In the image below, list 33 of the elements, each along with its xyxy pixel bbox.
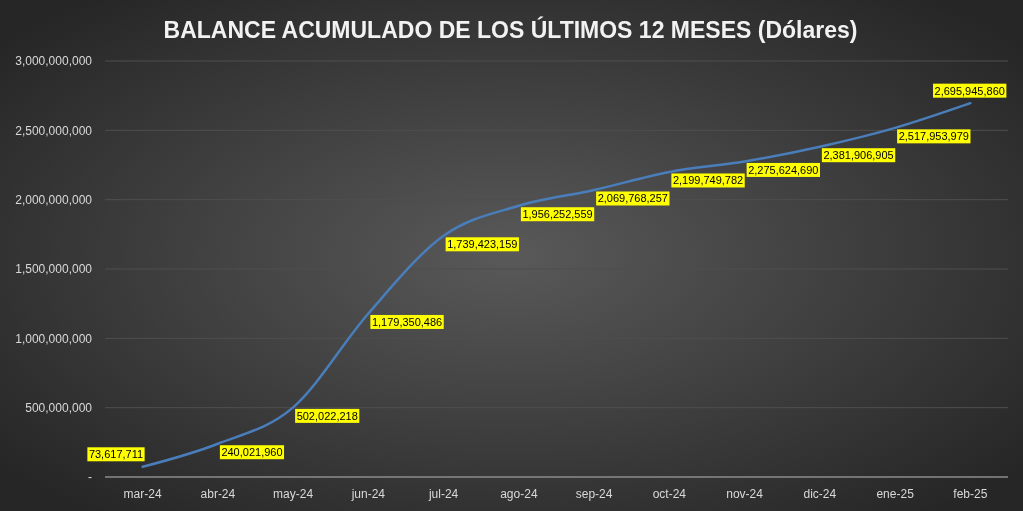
x-tick-label: abr-24 [200, 487, 236, 501]
y-tick-label: 2,500,000,000 [15, 123, 93, 138]
data-label: 1,179,350,486 [371, 315, 443, 328]
x-tick-label: oct-24 [652, 487, 687, 501]
x-tick-label: jun-24 [350, 487, 386, 501]
data-label: 2,695,945,860 [934, 84, 1005, 97]
data-label: 2,517,953,979 [898, 130, 969, 143]
y-tick-label: 1,500,000,000 [15, 262, 93, 277]
y-tick-label: - [88, 470, 92, 485]
y-tick-label: 3,000,000,000 [15, 54, 93, 69]
x-tick-label: sep-24 [575, 487, 613, 501]
data-label: 2,069,768,257 [597, 192, 668, 205]
data-label: 2,381,906,905 [823, 149, 894, 162]
x-tick-label: nov-24 [726, 487, 764, 501]
data-label: 73,617,711 [88, 448, 144, 461]
x-tick-label: ene-25 [876, 487, 915, 501]
data-label: 502,022,218 [296, 409, 358, 422]
x-tick-label: feb-25 [953, 487, 988, 501]
y-tick-label: 2,000,000,000 [15, 192, 93, 207]
data-label: 240,021,960 [221, 446, 283, 459]
chart-title: BALANCE ACUMULADO DE LOS ÚLTIMOS 12 MESES (Dólares) [163, 16, 858, 43]
data-label: 2,199,749,782 [672, 174, 744, 187]
x-tick-label: jul-24 [427, 487, 459, 501]
data-label: 2,275,624,690 [748, 163, 819, 176]
x-tick-label: dic-24 [803, 487, 837, 501]
x-tick-label: may-24 [273, 487, 314, 501]
line-series [141, 101, 972, 469]
data-label: 1,956,252,559 [522, 208, 593, 221]
y-tick-label: 500,000,000 [25, 400, 93, 415]
y-tick-label: 1,000,000,000 [15, 331, 93, 346]
x-tick-label: ago-24 [500, 487, 538, 501]
x-tick-label: mar-24 [123, 487, 162, 501]
data-label: 1,739,423,159 [447, 238, 518, 251]
